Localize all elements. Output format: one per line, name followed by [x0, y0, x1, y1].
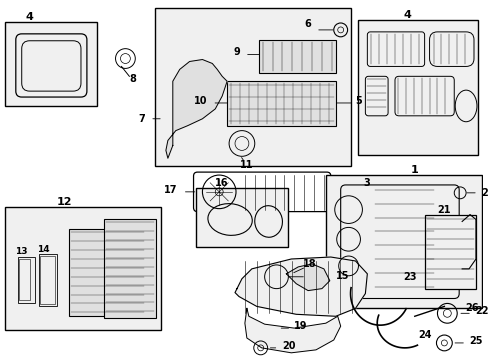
- Text: 17: 17: [164, 185, 177, 195]
- Bar: [103, 220, 156, 318]
- Text: 24: 24: [417, 330, 430, 340]
- Text: 10: 10: [193, 96, 207, 106]
- Bar: [155, 8, 350, 166]
- Text: 2: 2: [480, 188, 487, 198]
- Bar: [5, 22, 97, 106]
- Text: 8: 8: [130, 74, 137, 84]
- Text: 1: 1: [410, 165, 418, 175]
- Bar: [195, 188, 288, 247]
- Polygon shape: [165, 59, 226, 158]
- Bar: [358, 20, 477, 155]
- Text: 15: 15: [335, 271, 348, 281]
- Text: 3: 3: [363, 178, 369, 188]
- Polygon shape: [286, 264, 329, 291]
- Bar: [424, 215, 475, 289]
- Text: 6: 6: [304, 19, 310, 29]
- Bar: [40, 254, 57, 306]
- Text: 12: 12: [56, 197, 72, 207]
- Text: 23: 23: [402, 272, 416, 282]
- Text: 19: 19: [294, 321, 307, 331]
- Text: 13: 13: [16, 247, 28, 256]
- Text: 5: 5: [355, 96, 362, 106]
- Polygon shape: [235, 257, 366, 316]
- Text: 7: 7: [138, 114, 145, 124]
- Text: 26: 26: [464, 303, 478, 313]
- Text: 9: 9: [233, 47, 240, 57]
- Bar: [5, 207, 161, 330]
- Text: 4: 4: [403, 10, 411, 20]
- Text: 22: 22: [474, 306, 488, 316]
- Bar: [325, 175, 481, 309]
- Bar: [19, 259, 30, 301]
- Text: 4: 4: [26, 12, 34, 22]
- Polygon shape: [244, 309, 340, 353]
- Text: 16: 16: [215, 178, 228, 188]
- Text: 11: 11: [240, 160, 253, 170]
- Text: 21: 21: [437, 204, 450, 215]
- Bar: [226, 81, 335, 126]
- Bar: [258, 40, 335, 73]
- Text: 14: 14: [37, 245, 50, 254]
- Bar: [41, 256, 55, 305]
- Bar: [164, 115, 174, 125]
- Text: 25: 25: [468, 336, 482, 346]
- Bar: [163, 113, 185, 127]
- Text: 20: 20: [282, 341, 295, 351]
- Bar: [18, 257, 35, 303]
- Bar: [69, 229, 146, 316]
- Text: 18: 18: [303, 259, 316, 269]
